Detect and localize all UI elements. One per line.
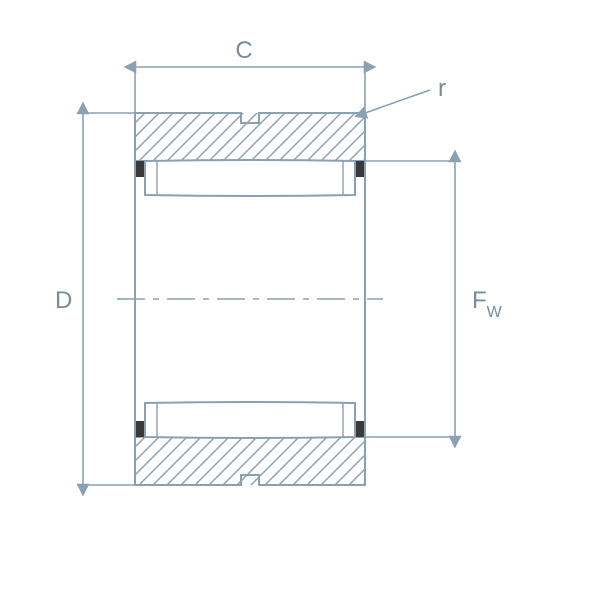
retainer <box>356 161 364 177</box>
dim-label-Fw: FW <box>472 287 503 321</box>
roller-body <box>145 402 355 438</box>
dim-label-r: r <box>438 75 446 102</box>
retainer <box>136 421 144 437</box>
dim-label-C: C <box>235 37 252 64</box>
roller-body <box>145 160 355 196</box>
dim-label-D: D <box>55 287 72 314</box>
bearing-cross-section-diagram: D C FW r <box>0 0 600 600</box>
retainer <box>136 161 144 177</box>
retainer <box>356 421 364 437</box>
